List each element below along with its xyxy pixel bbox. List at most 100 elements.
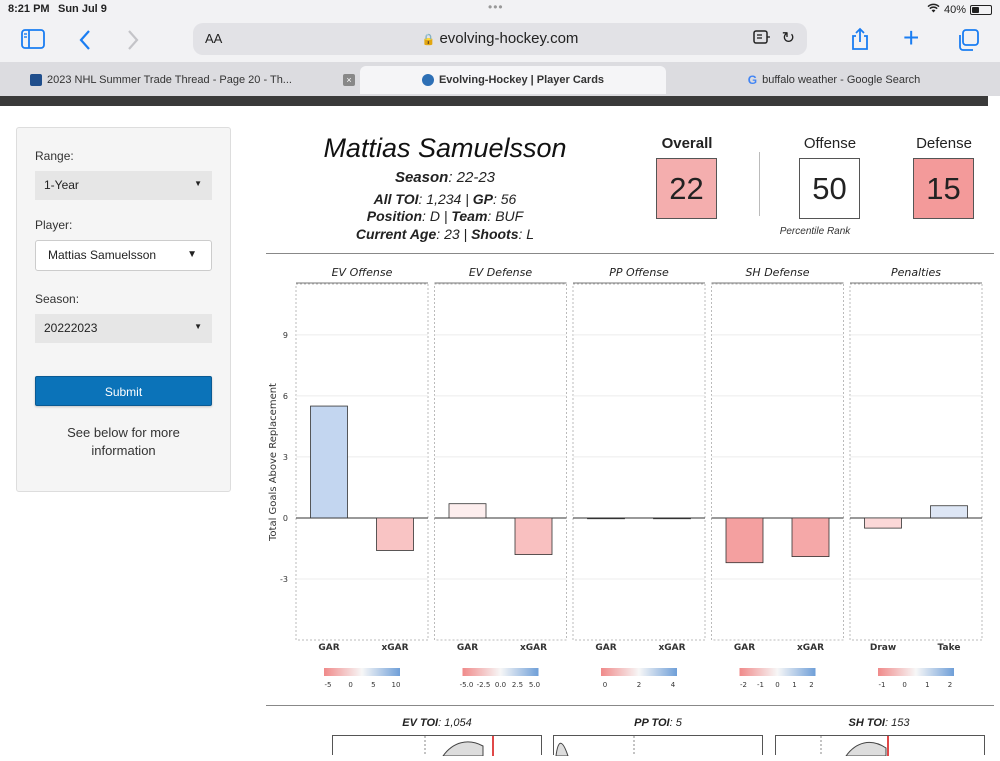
tab-bar: 2023 NHL Summer Trade Thread - Page 20 -… <box>0 62 1000 96</box>
y-tick-label: 3 <box>283 453 288 462</box>
toi-val: 1,234 <box>426 191 462 207</box>
reader-icon[interactable] <box>753 29 771 49</box>
legend-tick-label: 1 <box>792 681 796 689</box>
battery-percent: 40% <box>943 3 966 16</box>
legend-tick-label: 0.0 <box>495 681 506 689</box>
info-note: See below for more information <box>67 425 180 458</box>
sabres-favicon-icon <box>30 74 42 86</box>
color-legend-bar <box>601 668 677 676</box>
evolving-hockey-favicon-icon <box>421 74 434 86</box>
team-val: BUF <box>495 208 524 224</box>
new-tab-icon[interactable]: + <box>903 22 920 53</box>
forward-icon[interactable] <box>126 29 140 55</box>
gar-chart: Total Goals Above Replacement -3 0 3 6 9 EV Of… <box>268 266 983 689</box>
legend-tick-label: -5 <box>325 681 332 689</box>
season-value: 20222023 <box>44 321 98 335</box>
panel-frame <box>434 283 567 641</box>
address-bar[interactable]: AA 🔒 evolving-hockey.com ↻ <box>193 23 807 55</box>
status-time: 8:21 PM <box>8 3 50 15</box>
sh-toi-key: SH TOI <box>848 717 885 729</box>
y-tick-label: -3 <box>280 575 288 584</box>
bar-gar <box>448 503 487 519</box>
panel-frame <box>572 283 706 641</box>
submit-button[interactable]: Submit <box>35 376 212 406</box>
bar-gar <box>587 517 625 520</box>
season-label: Season: <box>35 292 80 306</box>
bar-take <box>930 505 968 519</box>
overall-score: 22 <box>656 158 717 219</box>
overall-label: Overall <box>661 135 713 152</box>
x-tick-label: Take <box>938 643 961 653</box>
lock-icon: 🔒 <box>421 34 436 46</box>
ev-toi-key: EV TOI <box>402 717 439 729</box>
tabs-icon[interactable] <box>957 29 979 55</box>
bar-xgar <box>514 517 553 555</box>
x-tick-label: GAR <box>595 643 616 653</box>
legend-tick-label: 2.5 <box>512 681 523 689</box>
browser-toolbar: AA 🔒 evolving-hockey.com ↻ + <box>0 18 1000 62</box>
tab-trade-thread[interactable]: 2023 NHL Summer Trade Thread - Page 20 -… <box>30 66 330 94</box>
color-legend-bar <box>324 668 400 676</box>
offense-score: 50 <box>799 158 860 219</box>
google-favicon-icon: G <box>747 73 758 87</box>
legend-tick-label: -5.0 <box>460 681 474 689</box>
sh-toi-density-plot <box>775 735 985 757</box>
gp-val: 56 <box>500 191 517 207</box>
legend-tick-label: 2 <box>809 681 813 689</box>
close-tab-icon[interactable]: × <box>343 74 355 86</box>
panel-title: SH Defense <box>745 266 809 279</box>
panel-title: EV Offense <box>332 266 393 279</box>
panel-frame <box>849 283 983 641</box>
share-icon[interactable] <box>850 27 870 55</box>
range-select[interactable]: 1-Year ▼ <box>35 171 212 200</box>
bar-xgar <box>376 517 414 551</box>
bar-xgar <box>653 517 691 520</box>
range-label: Range: <box>35 149 74 163</box>
reload-icon[interactable]: ↻ <box>781 30 795 47</box>
status-date: Sun Jul 9 <box>58 3 107 15</box>
legend-tick-label: 10 <box>392 681 401 689</box>
pp-toi-key: PP TOI <box>634 717 670 729</box>
offense-label: Offense <box>803 135 857 152</box>
chevron-down-icon: ▼ <box>194 179 202 188</box>
season-val: 22-23 <box>456 169 496 186</box>
y-tick-label: 9 <box>283 331 288 340</box>
player-value: Mattias Samuelsson <box>48 248 157 262</box>
bar-xgar <box>791 517 830 557</box>
percentile-label: Percentile Rank <box>779 226 851 237</box>
reader-settings-button[interactable]: AA <box>205 31 223 46</box>
shoots-val: L <box>526 226 535 242</box>
y-axis-label: Total Goals Above Replacement <box>268 383 279 542</box>
legend-tick-label: 0 <box>603 681 607 689</box>
season-select[interactable]: 20222023 ▼ <box>35 314 212 343</box>
y-tick-label: 6 <box>283 392 288 401</box>
legend-tick-label: 1 <box>925 681 929 689</box>
battery-icon <box>970 4 992 15</box>
shoots-key: Shoots <box>471 226 519 242</box>
url-display[interactable]: 🔒 evolving-hockey.com <box>193 30 807 47</box>
color-legend-bar <box>739 668 816 676</box>
ev-toi-density-plot <box>332 735 542 757</box>
ev-toi-label: EV TOI: 1,054 <box>402 717 472 729</box>
position-key: Position <box>366 208 423 224</box>
legend-tick-label: 0 <box>902 681 906 689</box>
back-icon[interactable] <box>78 29 92 55</box>
filter-sidebar: Range: 1-Year ▼ Player: Mattias Samuelss… <box>16 127 231 492</box>
x-tick-label: xGAR <box>797 643 824 653</box>
x-tick-label: xGAR <box>520 643 547 653</box>
legend-tick-label: -2 <box>740 681 747 689</box>
sidebar-icon[interactable] <box>21 29 45 53</box>
age-key: Current Age <box>355 226 437 242</box>
x-tick-label: GAR <box>318 643 339 653</box>
x-tick-label: xGAR <box>658 643 685 653</box>
tab-player-cards[interactable]: Evolving-Hockey | Player Cards <box>360 66 666 94</box>
tab-label: Evolving-Hockey | Player Cards <box>438 74 605 86</box>
player-select[interactable]: Mattias Samuelsson ▼ <box>35 240 212 271</box>
panel-title: Penalties <box>891 266 941 279</box>
player-label: Player: <box>35 218 73 232</box>
multitasking-dots-icon[interactable]: ••• <box>488 0 504 14</box>
tab-google-search[interactable]: G buffalo weather - Google Search <box>668 66 1000 94</box>
panel-title: PP Offense <box>609 266 669 279</box>
bar-gar <box>310 405 348 519</box>
status-bar: 8:21 PM Sun Jul 9 ••• 40% <box>0 0 1000 18</box>
